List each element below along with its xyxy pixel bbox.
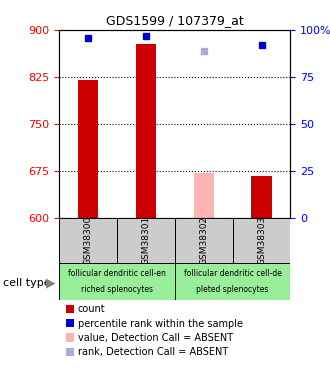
Bar: [136, 44, 156, 218]
Text: rank, Detection Call = ABSENT: rank, Detection Call = ABSENT: [78, 347, 228, 357]
Text: GSM38300: GSM38300: [84, 215, 93, 265]
Text: riched splenocytes: riched splenocytes: [81, 285, 153, 294]
FancyBboxPatch shape: [175, 262, 290, 300]
Bar: [194, 172, 214, 217]
Text: ▶: ▶: [46, 277, 56, 290]
Title: GDS1599 / 107379_at: GDS1599 / 107379_at: [106, 15, 244, 27]
FancyBboxPatch shape: [59, 262, 175, 300]
Text: value, Detection Call = ABSENT: value, Detection Call = ABSENT: [78, 333, 233, 343]
Text: GSM38302: GSM38302: [199, 215, 208, 265]
Text: cell type: cell type: [3, 278, 51, 288]
FancyBboxPatch shape: [59, 217, 117, 262]
FancyBboxPatch shape: [233, 217, 290, 262]
Text: GSM38303: GSM38303: [257, 215, 266, 265]
Text: pleted splenocytes: pleted splenocytes: [196, 285, 269, 294]
Bar: [251, 176, 272, 217]
Text: follicular dendritic cell-de: follicular dendritic cell-de: [184, 268, 281, 278]
FancyBboxPatch shape: [117, 217, 175, 262]
Text: percentile rank within the sample: percentile rank within the sample: [78, 319, 243, 328]
Text: follicular dendritic cell-en: follicular dendritic cell-en: [68, 268, 166, 278]
Bar: [78, 80, 98, 218]
Text: GSM38301: GSM38301: [142, 215, 150, 265]
Text: count: count: [78, 304, 105, 314]
FancyBboxPatch shape: [175, 217, 233, 262]
